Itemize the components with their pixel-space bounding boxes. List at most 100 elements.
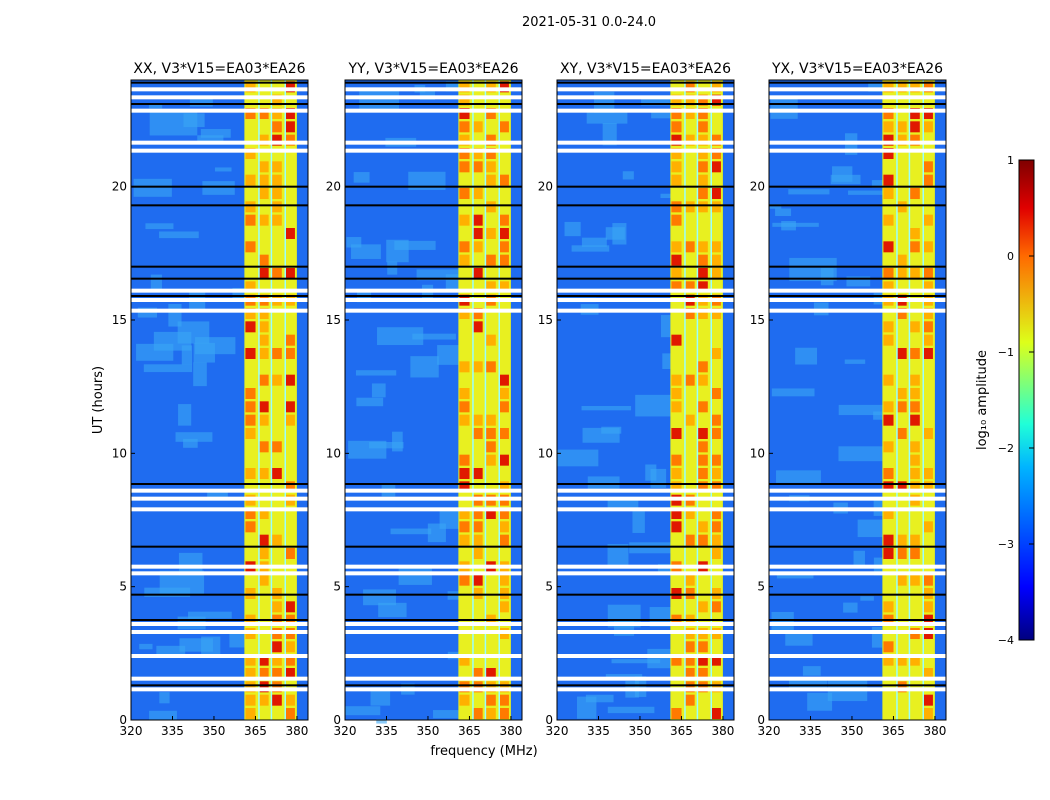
- heatmap-cell: [271, 268, 282, 279]
- flagged-line: [345, 277, 522, 280]
- heatmap-cell: [245, 588, 256, 599]
- heatmap-cell: [472, 468, 483, 479]
- heatmap-cell: [183, 113, 205, 128]
- heatmap-cell: [883, 468, 894, 479]
- flagged-gap: [769, 564, 946, 569]
- flagged-line: [345, 204, 522, 207]
- heatmap-cell: [271, 134, 282, 146]
- heatmap-cell: [883, 641, 894, 653]
- x-tick-label: 335: [161, 724, 184, 738]
- flagged-gap: [557, 654, 734, 658]
- heatmap-cell: [684, 134, 695, 146]
- heatmap-cell: [201, 636, 221, 658]
- heatmap-cell: [684, 641, 695, 653]
- flagged-line: [557, 483, 734, 485]
- heatmap-cell: [498, 454, 509, 466]
- heatmap-cell: [459, 388, 470, 399]
- heatmap-cell: [271, 441, 282, 453]
- heatmap-cell: [271, 588, 282, 599]
- heatmap-cell: [284, 654, 295, 666]
- heatmap-cell: [245, 148, 256, 159]
- heatmap-cell: [896, 574, 907, 586]
- heatmap-cell: [922, 521, 933, 533]
- flagged-line: [345, 81, 522, 84]
- heatmap-cell: [581, 237, 607, 247]
- heatmap-cell: [459, 401, 470, 413]
- heatmap-cell: [410, 356, 439, 378]
- flagged-gap: [345, 622, 522, 626]
- heatmap-cell: [284, 694, 295, 706]
- flagged-gap: [345, 140, 522, 145]
- heatmap-cell: [498, 508, 509, 519]
- heatmap-cell: [710, 481, 721, 493]
- heatmap-cell: [896, 201, 907, 213]
- heatmap-cell: [437, 345, 463, 365]
- heatmap-cell: [896, 121, 907, 133]
- heatmap-cell: [883, 601, 894, 613]
- heatmap-cell: [284, 548, 295, 559]
- x-tick-label: 335: [375, 724, 398, 738]
- heatmap-cell: [697, 281, 708, 293]
- heatmap-cell: [245, 108, 256, 119]
- heatmap-cell: [684, 308, 695, 319]
- heatmap-cell: [684, 414, 695, 426]
- flagged-gap: [769, 676, 946, 681]
- heatmap-cell: [498, 374, 509, 386]
- heatmap-cell: [684, 201, 695, 213]
- heatmap-cell: [459, 81, 470, 93]
- heatmap-cell: [472, 534, 483, 546]
- heatmap-cell: [370, 687, 391, 706]
- heatmap-cell: [896, 388, 907, 399]
- flagged-gap: [131, 148, 308, 153]
- heatmap-cell: [710, 454, 721, 466]
- flagged-gap: [557, 298, 734, 302]
- heatmap-cell: [710, 308, 721, 319]
- heatmap-cell: [245, 214, 256, 226]
- heatmap-cell: [472, 188, 483, 199]
- heatmap-cell: [671, 588, 682, 599]
- flagged-gap: [769, 148, 946, 153]
- heatmap-cell: [459, 654, 470, 666]
- heatmap-cell: [684, 81, 695, 93]
- flagged-line: [345, 684, 522, 687]
- heatmap-cell: [909, 548, 920, 559]
- x-tick-label: 335: [587, 724, 610, 738]
- heatmap-cell: [922, 268, 933, 279]
- heatmap-cell: [611, 659, 661, 664]
- heatmap-cell: [697, 428, 708, 439]
- heatmap-cell: [245, 708, 256, 719]
- heatmap-cell: [472, 148, 483, 159]
- heatmap-cell: [245, 401, 256, 413]
- flagged-line: [131, 295, 308, 297]
- heatmap-cell: [459, 241, 470, 253]
- flagged-line: [769, 483, 946, 485]
- heatmap-cell: [472, 361, 483, 373]
- heatmap-cell: [684, 108, 695, 119]
- heatmap-cell: [883, 334, 894, 346]
- flagged-gap: [345, 507, 522, 512]
- flagged-gap: [345, 571, 522, 576]
- heatmap-cell: [258, 348, 269, 359]
- heatmap-cell: [571, 245, 610, 252]
- heatmap-cell: [909, 534, 920, 546]
- heatmap-cell: [671, 654, 682, 666]
- heatmap-cell: [896, 481, 907, 493]
- heatmap-cell: [697, 481, 708, 493]
- panel-3: YX, V3*V15=EA03*EA26 320 335 350 365 380 0 5 10 1…: [750, 61, 947, 738]
- heatmap-cell: [671, 468, 682, 479]
- heatmap-cell: [684, 281, 695, 293]
- heatmap-cell: [697, 668, 708, 679]
- heatmap-cell: [684, 588, 695, 599]
- flagged-gap: [131, 676, 308, 681]
- heatmap-cell: [498, 481, 509, 493]
- flagged-gap: [131, 288, 308, 293]
- heatmap-cell: [632, 511, 645, 533]
- heatmap-cell: [485, 708, 496, 719]
- heatmap-cell: [271, 468, 282, 479]
- heatmap-cell: [284, 334, 295, 346]
- heatmap-cell: [909, 374, 920, 386]
- x-tick-label: 380: [711, 724, 734, 738]
- heatmap-cell: [498, 214, 509, 226]
- heatmap-cell: [387, 261, 398, 275]
- heatmap-cell: [883, 441, 894, 453]
